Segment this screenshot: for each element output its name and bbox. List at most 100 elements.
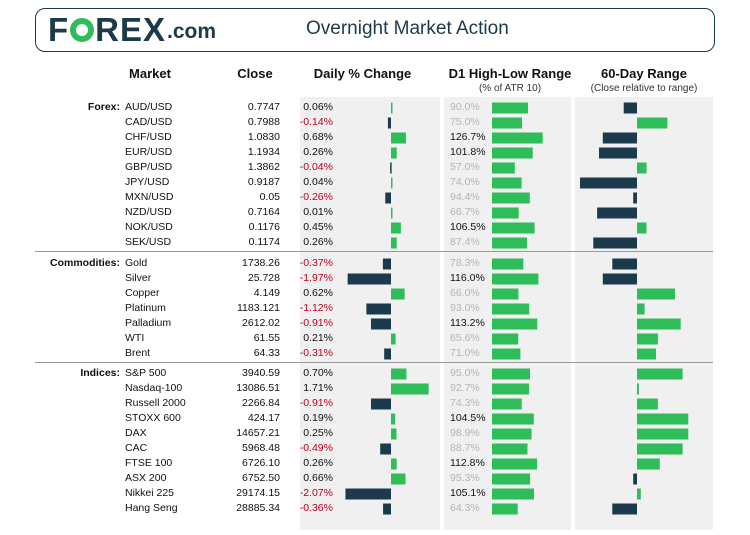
daily-change-value: -0.49%: [299, 442, 333, 454]
daily-change-bar: [370, 398, 391, 410]
close-value: 2612.02: [242, 317, 280, 329]
close-value: 6726.10: [242, 457, 280, 469]
atr-range-bar: [492, 443, 528, 455]
atr-value: 116.0%: [450, 272, 485, 284]
atr-range-bar: [492, 488, 535, 500]
atr-range-bar: [492, 503, 518, 515]
col-header-market: Market: [129, 66, 171, 81]
daily-change-bar: [387, 117, 391, 129]
close-value: 4.149: [253, 287, 280, 299]
atr-value: 65.6%: [450, 332, 480, 344]
close-value: 424.17: [247, 412, 280, 424]
daily-change-value: -0.91%: [299, 397, 333, 409]
daily-change-bar: [345, 488, 391, 500]
close-value: 61.55: [253, 332, 280, 344]
daily-change-bar: [391, 132, 406, 144]
atr-value: 126.7%: [450, 131, 486, 143]
atr-range-bar: [492, 458, 538, 470]
atr-value: 71.0%: [450, 347, 480, 359]
atr-value: 88.7%: [450, 442, 480, 454]
daily-change-bar: [391, 473, 406, 485]
day60-position-bar: [602, 273, 637, 285]
daily-change-value: 0.45%: [303, 221, 333, 233]
day60-position-bar: [580, 177, 637, 189]
day60-position-bar: [602, 132, 637, 144]
daily-change-bar: [384, 348, 391, 360]
market-name: FTSE 100: [125, 457, 173, 469]
atr-value: 106.5%: [450, 221, 486, 233]
market-name: CAC: [125, 442, 148, 454]
daily-change-value: -1.12%: [299, 302, 333, 314]
market-name: EUR/USD: [125, 146, 173, 158]
market-name: Nasdaq-100: [125, 382, 183, 394]
day60-position-bar: [612, 258, 637, 270]
atr-range-bar: [492, 177, 522, 189]
market-name: Russell 2000: [125, 397, 186, 409]
market-name: STOXX 600: [125, 412, 181, 424]
daily-change-value: 0.70%: [303, 367, 333, 379]
daily-change-value: -1.97%: [299, 272, 333, 284]
close-value: 0.9187: [247, 176, 280, 188]
daily-change-bar: [370, 318, 391, 330]
daily-change-bar: [390, 162, 392, 174]
day60-position-bar: [612, 503, 637, 515]
close-value: 3940.59: [242, 367, 280, 379]
atr-value: 92.7%: [450, 382, 480, 394]
day60-position-bar: [637, 443, 683, 455]
section-separator: [35, 362, 713, 363]
close-value: 0.1174: [248, 236, 280, 248]
atr-range-bar: [492, 333, 519, 345]
day60-position-bar: [637, 288, 675, 300]
atr-range-bar: [492, 102, 528, 114]
atr-value: 66.7%: [450, 206, 480, 218]
col-subheader-day60: (Close relative to range): [590, 83, 698, 94]
market-name: Copper: [125, 287, 160, 299]
market-name: GBP/USD: [125, 161, 173, 173]
forex-logo[interactable]: F REX .com: [48, 11, 216, 48]
logo-text-rex: REX: [95, 11, 167, 48]
daily-change-value: 0.26%: [303, 146, 333, 158]
daily-change-value: -0.36%: [299, 502, 333, 514]
daily-change-value: -0.31%: [299, 347, 333, 359]
daily-change-bar: [391, 428, 397, 440]
day60-position-bar: [633, 473, 637, 485]
close-value: 28885.34: [236, 502, 280, 514]
atr-value: 93.0%: [450, 302, 480, 314]
market-name: MXN/USD: [125, 191, 174, 203]
atr-range-bar: [492, 318, 538, 330]
col-header-close: Close: [237, 66, 273, 81]
day60-position-bar: [637, 383, 639, 395]
atr-range-bar: [492, 413, 534, 425]
close-value: 2266.84: [242, 397, 280, 409]
col-subheader-range: (% of ATR 10): [478, 83, 542, 94]
market-name: CHF/USD: [125, 131, 172, 143]
daily-change-bar: [391, 177, 393, 189]
daily-change-bar: [391, 458, 397, 470]
day60-position-bar: [637, 303, 645, 315]
section-label: Commodities:: [49, 257, 120, 269]
atr-range-bar: [492, 473, 531, 485]
daily-change-bar: [391, 333, 396, 345]
day60-position-bar: [633, 192, 637, 204]
close-value: 0.05: [259, 191, 280, 203]
daily-change-value: -0.14%: [299, 116, 333, 128]
daily-change-value: 0.01%: [303, 206, 333, 218]
daily-change-bar: [385, 192, 391, 204]
atr-value: 87.4%: [450, 236, 480, 248]
atr-value: 64.3%: [450, 502, 480, 514]
close-value: 0.1176: [248, 221, 280, 233]
market-name: JPY/USD: [125, 176, 170, 188]
daily-change-bar: [391, 237, 397, 249]
atr-value: 57.0%: [450, 161, 480, 173]
day60-position-bar: [623, 102, 637, 114]
daily-change-bar: [383, 503, 391, 515]
close-value: 1.0830: [247, 131, 280, 143]
daily-change-value: -0.91%: [299, 317, 333, 329]
daily-change-bar: [391, 368, 407, 380]
close-value: 1183.121: [236, 302, 280, 314]
atr-value: 75.0%: [450, 116, 480, 128]
close-value: 14657.21: [236, 427, 280, 439]
daily-change-value: 0.26%: [303, 457, 333, 469]
col-header-range: D1 High-Low Range: [448, 66, 572, 81]
atr-range-bar: [492, 383, 530, 395]
